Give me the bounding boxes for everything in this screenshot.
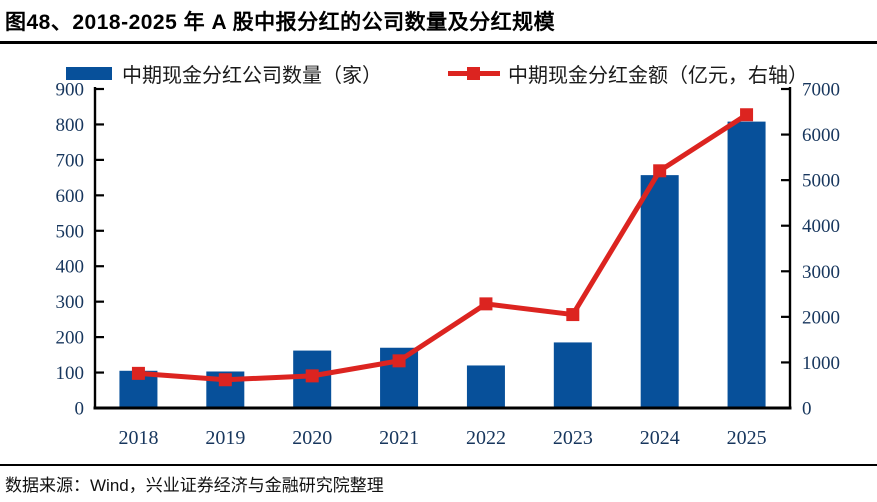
left-tick-label: 900 xyxy=(56,80,85,101)
year-label-2022: 2022 xyxy=(466,427,506,449)
line-marker-2025 xyxy=(740,108,754,122)
year-label-2020: 2020 xyxy=(292,427,332,449)
data-source: 数据来源：Wind，兴业证券经济与金融研究院整理 xyxy=(5,476,384,495)
axes xyxy=(93,87,792,410)
left-tick-label: 700 xyxy=(56,150,85,171)
left-tick-label: 300 xyxy=(56,292,85,313)
left-tick-label: 800 xyxy=(56,115,85,136)
bar-2023 xyxy=(553,342,592,408)
left-tick-label: 200 xyxy=(56,328,85,349)
footer-divider xyxy=(0,464,877,466)
year-label-2023: 2023 xyxy=(553,427,593,449)
x-axis-labels: 2018 2019 2020 2021 2022 2023 2024 2025 xyxy=(118,427,766,449)
line-marker-2019 xyxy=(218,373,232,387)
right-tick-label: 6000 xyxy=(802,125,840,146)
line-marker-2022 xyxy=(479,297,493,311)
left-tick-label: 100 xyxy=(56,363,85,384)
chart-legend: 中期现金分红公司数量（家） 中期现金分红金额（亿元，右轴） xyxy=(0,60,877,87)
axis-tick-labels: 0 100 200 300 400 500 600 700 800 900 0 1000 2000 300… xyxy=(56,80,841,420)
right-tick-label: 0 xyxy=(802,399,812,420)
line-marker-2023 xyxy=(566,308,580,322)
line-swatch-icon xyxy=(448,66,500,80)
figure-title: 图48、2018-2025 年 A 股中报分红的公司数量及分红规模 xyxy=(5,11,556,34)
legend-label-dividend-amount: 中期现金分红金额（亿元，右轴） xyxy=(508,64,808,87)
year-label-2019: 2019 xyxy=(205,427,245,449)
line-swatch-marker xyxy=(467,66,480,80)
year-label-2018: 2018 xyxy=(118,427,158,449)
line-marker-2020 xyxy=(305,369,319,383)
title-divider xyxy=(0,41,877,44)
line-marker-2021 xyxy=(392,354,406,368)
dividend-amount-line xyxy=(135,112,750,383)
left-tick-label: 0 xyxy=(75,399,85,420)
bar-2024 xyxy=(640,175,679,408)
year-label-2025: 2025 xyxy=(727,427,767,449)
year-label-2024: 2024 xyxy=(640,427,680,449)
left-tick-label: 600 xyxy=(56,186,85,207)
right-tick-label: 7000 xyxy=(802,80,840,101)
left-tick-label: 400 xyxy=(56,257,85,278)
legend-label-company-count: 中期现金分红公司数量（家） xyxy=(122,64,382,87)
left-tick-label: 500 xyxy=(56,221,85,242)
legend-item-dividend-amount: 中期现金分红金额（亿元，右轴） xyxy=(448,60,808,87)
year-label-2021: 2021 xyxy=(379,427,419,449)
dividend-chart: 0 100 200 300 400 500 600 700 800 900 0 1000 2000 300… xyxy=(56,80,841,450)
right-tick-label: 1000 xyxy=(802,353,840,374)
right-tick-label: 5000 xyxy=(802,171,840,192)
right-tick-label: 4000 xyxy=(802,216,840,237)
line-series xyxy=(131,108,754,387)
right-tick-label: 3000 xyxy=(802,262,840,283)
legend-item-company-count: 中期现金分红公司数量（家） xyxy=(66,60,382,87)
line-marker-2024 xyxy=(653,164,667,178)
bar-2022 xyxy=(466,365,505,408)
line-marker-2018 xyxy=(131,366,145,380)
right-tick-label: 2000 xyxy=(802,307,840,328)
bar-swatch-icon xyxy=(66,66,112,80)
bar-2025 xyxy=(727,121,766,408)
